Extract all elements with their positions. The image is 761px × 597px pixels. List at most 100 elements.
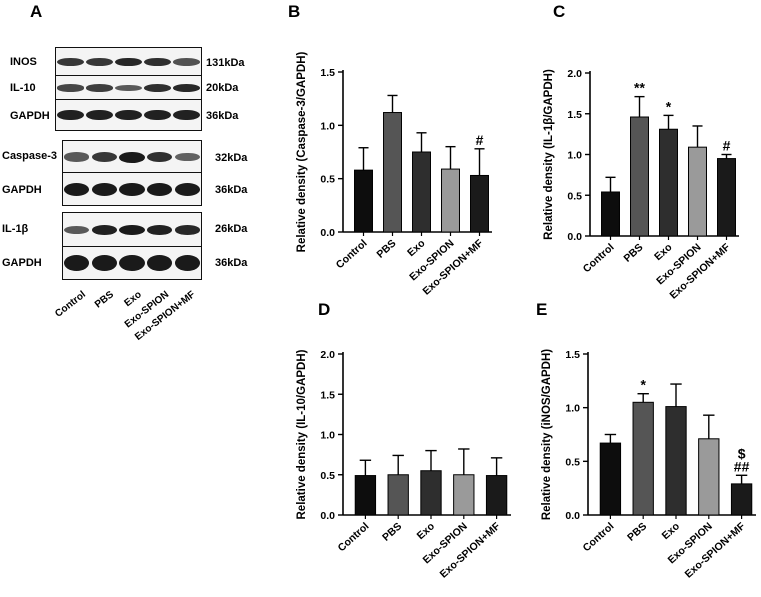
blot-row-label: Caspase-3 — [2, 150, 58, 162]
y-tick-label: 0.0 — [567, 231, 582, 243]
blot-row-label: GAPDH — [2, 184, 42, 196]
y-tick-label: 0.5 — [567, 190, 582, 202]
blot-image-inos — [55, 47, 202, 77]
western-blot-panel: INOS IL-10 GAPDH 131kDa 20kDa 36kDa Casp… — [0, 0, 290, 380]
panel-letter-a: A — [30, 2, 43, 21]
blot-size-label: 36kDa — [206, 110, 239, 122]
y-tick-label: 1.0 — [567, 150, 582, 162]
blot-row-label: GAPDH — [2, 257, 42, 269]
blot-band — [146, 225, 173, 235]
blot-band — [173, 58, 200, 66]
blot-size-label: 131kDa — [206, 57, 245, 69]
blot-band — [57, 57, 84, 67]
blot-size-label: 26kDa — [215, 223, 248, 235]
blot-row-label: IL-10 — [10, 82, 36, 94]
blot-image-gapdh-3 — [62, 246, 202, 280]
blot-band — [91, 255, 118, 271]
blot-band — [146, 151, 173, 163]
blot-band — [174, 182, 200, 196]
y-tick-label: 1.0 — [320, 120, 335, 132]
blot-band — [91, 182, 118, 196]
y-tick-label: 0.0 — [320, 510, 335, 522]
y-tick-label: 0.5 — [320, 470, 335, 482]
panel-letter-d: D — [318, 300, 331, 319]
y-tick-label: 1.5 — [567, 109, 582, 121]
y-tick-label: 0.5 — [565, 456, 580, 468]
blot-band — [64, 182, 90, 196]
blot-band — [64, 255, 90, 271]
blot-row-label: GAPDH — [10, 110, 50, 122]
significance-marker: $ — [738, 445, 746, 461]
blot-band — [144, 109, 171, 121]
blot-band — [86, 109, 113, 121]
blot-band — [146, 255, 173, 271]
blot-size-label: 36kDa — [215, 184, 248, 196]
bar — [665, 406, 687, 516]
y-axis-label: Relative density (Caspase-3/GAPDH) — [296, 51, 308, 252]
blot-band — [119, 225, 145, 235]
panel-letter-e: E — [536, 300, 548, 319]
blot-size-label: 36kDa — [215, 257, 248, 269]
blot-band — [146, 182, 173, 196]
bar — [730, 483, 753, 516]
y-axis-label: Relative density (IL-10/GAPDH) — [296, 349, 308, 519]
panel-letter-c: C — [553, 2, 566, 21]
y-axis-label: Relative density (IL-1β/GAPDH) — [543, 69, 555, 240]
blot-row-label: IL-1β — [2, 223, 29, 235]
blot-band — [144, 84, 171, 92]
x-tick-label: Exo — [660, 520, 682, 542]
blot-band — [174, 255, 200, 271]
x-tick-label: PBS — [625, 520, 649, 543]
blot-band — [115, 109, 142, 121]
blot-band — [86, 57, 113, 67]
bar — [599, 442, 622, 516]
y-tick-label: 1.0 — [565, 403, 580, 415]
blot-band — [174, 152, 200, 162]
y-tick-label: 2.0 — [567, 68, 582, 80]
blot-size-label: 20kDa — [206, 82, 239, 94]
significance-marker: ## — [734, 458, 750, 474]
bar — [698, 438, 720, 516]
significance-marker: # — [476, 132, 484, 148]
x-tick-label: Control — [581, 520, 617, 554]
y-tick-label: 2.0 — [320, 349, 335, 361]
blot-image-gapdh-2 — [62, 172, 202, 206]
blot-band — [115, 57, 142, 67]
blot-band — [119, 151, 145, 163]
x-tick-label: Exo-SPION+MF — [683, 520, 748, 581]
significance-marker: * — [640, 377, 646, 393]
blot-band — [91, 151, 118, 163]
blot-image-caspase3 — [62, 140, 202, 174]
significance-marker: # — [723, 138, 731, 154]
blot-band — [144, 57, 171, 67]
y-tick-label: 0.5 — [320, 174, 335, 186]
panel-letter-b: B — [288, 2, 301, 21]
blot-band — [119, 182, 145, 196]
blot-band — [64, 152, 90, 162]
blot-band — [57, 109, 84, 121]
blot-band — [91, 225, 118, 235]
blot-band — [86, 84, 113, 92]
blot-band — [174, 225, 200, 235]
blot-band — [57, 84, 84, 92]
bar — [632, 401, 654, 516]
blot-band — [115, 84, 142, 92]
blot-size-label: 32kDa — [215, 152, 248, 164]
y-tick-label: 0.0 — [320, 227, 335, 239]
y-tick-label: 1.5 — [320, 389, 335, 401]
y-tick-label: 1.5 — [565, 349, 580, 361]
y-tick-label: 1.0 — [320, 430, 335, 442]
significance-marker: * — [666, 98, 672, 114]
significance-marker: ** — [634, 80, 645, 96]
blot-band — [64, 225, 90, 235]
blot-image-il1b — [62, 212, 202, 248]
blot-row-label: INOS — [10, 56, 37, 68]
blot-band — [119, 255, 145, 271]
y-axis-label: Relative density (iNOS/GAPDH) — [541, 349, 553, 520]
blot-image-gapdh-1 — [55, 99, 202, 131]
y-tick-label: 1.5 — [320, 67, 335, 79]
